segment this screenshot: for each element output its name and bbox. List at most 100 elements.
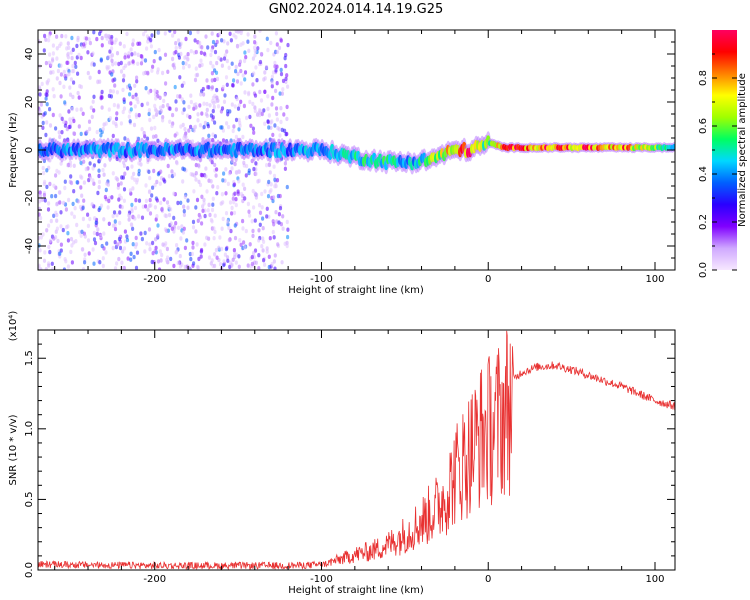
spectrogram-speckle — [224, 211, 229, 216]
spectrogram-speckle — [241, 41, 245, 46]
page-title: GN02.2024.014.14.19.G25 — [268, 2, 444, 17]
spectrogram-speckle — [80, 229, 84, 234]
spectrogram-speckle — [217, 55, 221, 61]
spectrogram-speckle — [122, 198, 126, 203]
spectrogram-speckle — [122, 73, 126, 79]
spectrogram-speckle — [151, 64, 155, 70]
spectrogram-speckle — [90, 114, 94, 120]
spectrogram-speckle — [262, 108, 266, 113]
spectrogram-speckle — [214, 173, 218, 178]
spectrogram-speckle — [189, 99, 193, 105]
spectrogram-speckle — [215, 255, 219, 260]
spectrogram-speckle — [203, 242, 207, 247]
spectrogram-speckle — [60, 33, 64, 39]
spectrogram-speckle — [119, 60, 123, 66]
spectrogram-speckle — [170, 169, 174, 174]
spectrogram-speckle — [264, 65, 269, 70]
spectrogram-speckle — [242, 160, 246, 165]
spectrogram-speckle — [59, 210, 63, 215]
spectrogram-speckle — [209, 179, 213, 184]
spectrogram-speckle — [131, 186, 135, 191]
spectrogram-speckle — [174, 45, 178, 51]
spectrogram-speckle — [129, 257, 133, 262]
spectrogram-speckle — [218, 235, 222, 240]
spectrogram-speckle — [182, 65, 186, 70]
spectrogram-speckle — [113, 219, 117, 224]
spectrogram-speckle — [134, 198, 138, 203]
spectrogram-speckle — [233, 161, 237, 167]
spectrogram-speckle — [281, 214, 285, 219]
spectrogram-speckle — [149, 37, 153, 43]
spectrogram-speckle — [177, 55, 181, 60]
spectrogram-speckle — [253, 40, 257, 45]
spectrogram-speckle — [51, 267, 55, 270]
spectrogram-speckle — [81, 111, 85, 117]
spectrogram-speckle — [38, 235, 41, 241]
spectrogram-speckle — [143, 230, 147, 236]
spectrogram-speckle — [138, 41, 142, 46]
spectrogram-x-tick-label: -100 — [310, 274, 333, 285]
spectrogram-speckle — [154, 217, 158, 222]
spectrogram-speckle — [194, 205, 198, 210]
spectrogram-speckle — [257, 238, 261, 243]
spectrogram-speckle — [274, 106, 279, 111]
spectrogram-speckle — [177, 225, 181, 230]
colorbar-tick-label: 0.2 — [698, 214, 709, 230]
spectrogram-speckle — [267, 254, 271, 259]
spectrogram-speckle — [108, 116, 112, 121]
spectrogram-speckle — [194, 229, 198, 234]
spectrogram-speckle — [174, 49, 178, 55]
spectrogram-speckle — [148, 117, 152, 123]
spectrogram-speckle — [125, 234, 129, 239]
spectrogram-speckle — [78, 204, 83, 210]
spectrogram-speckle — [244, 55, 248, 60]
spectrogram-speckle — [221, 200, 225, 205]
spectrogram-speckle — [157, 30, 161, 35]
spectrogram-speckle — [123, 55, 127, 60]
spectrogram-speckle — [212, 226, 216, 231]
spectrogram-speckle — [147, 90, 151, 95]
spectrogram-speckle — [157, 267, 162, 270]
spectrogram-speckle — [158, 249, 162, 254]
spectrogram-speckle — [252, 45, 257, 50]
spectrogram-speckle — [129, 107, 133, 112]
spectrogram-speckle — [257, 253, 261, 258]
spectrogram-speckle — [113, 266, 118, 270]
spectrogram-speckle — [63, 257, 67, 262]
spectrogram-speckle — [183, 194, 187, 200]
spectrogram-speckle — [280, 91, 284, 96]
spectrogram-speckle — [200, 221, 204, 226]
spectrogram-speckle — [225, 219, 230, 224]
spectrogram-speckle — [195, 242, 199, 247]
spectrogram-speckle — [182, 107, 186, 112]
spectrogram-speckle — [225, 58, 229, 64]
spectrogram-speckle — [82, 42, 86, 47]
spectrogram-speckle — [83, 260, 87, 265]
spectrogram-speckle — [211, 108, 215, 114]
spectrogram-speckle — [47, 244, 51, 250]
spectrogram-speckle — [209, 60, 213, 66]
spectrogram-speckle — [253, 93, 258, 98]
spectrogram-speckle — [279, 71, 284, 77]
spectrogram-speckle — [194, 66, 198, 71]
spectrogram-speckle — [242, 103, 246, 109]
spectrogram-speckle — [187, 104, 191, 110]
spectrogram-speckle — [98, 260, 102, 265]
spectrogram-speckle — [176, 260, 180, 266]
spectrogram-speckle — [156, 70, 160, 75]
spectrogram-speckle — [45, 120, 49, 125]
spectrogram-speckle — [276, 242, 280, 247]
spectrogram-speckle — [150, 193, 154, 198]
spectrogram-speckle — [99, 58, 103, 63]
spectrogram-speckle — [121, 78, 126, 83]
spectrogram-speckle — [250, 261, 254, 267]
spectrogram-speckle — [185, 238, 189, 243]
spectrogram-speckle — [277, 220, 281, 225]
spectrogram-speckle — [234, 202, 238, 208]
spectrogram-speckle — [39, 267, 43, 270]
spectrogram-y-tick-label: 0 — [24, 147, 35, 153]
spectrogram-speckle — [59, 224, 63, 229]
spectrogram-speckle — [87, 251, 91, 256]
spectrogram-speckle — [213, 120, 217, 125]
spectrogram-speckle — [213, 49, 218, 55]
